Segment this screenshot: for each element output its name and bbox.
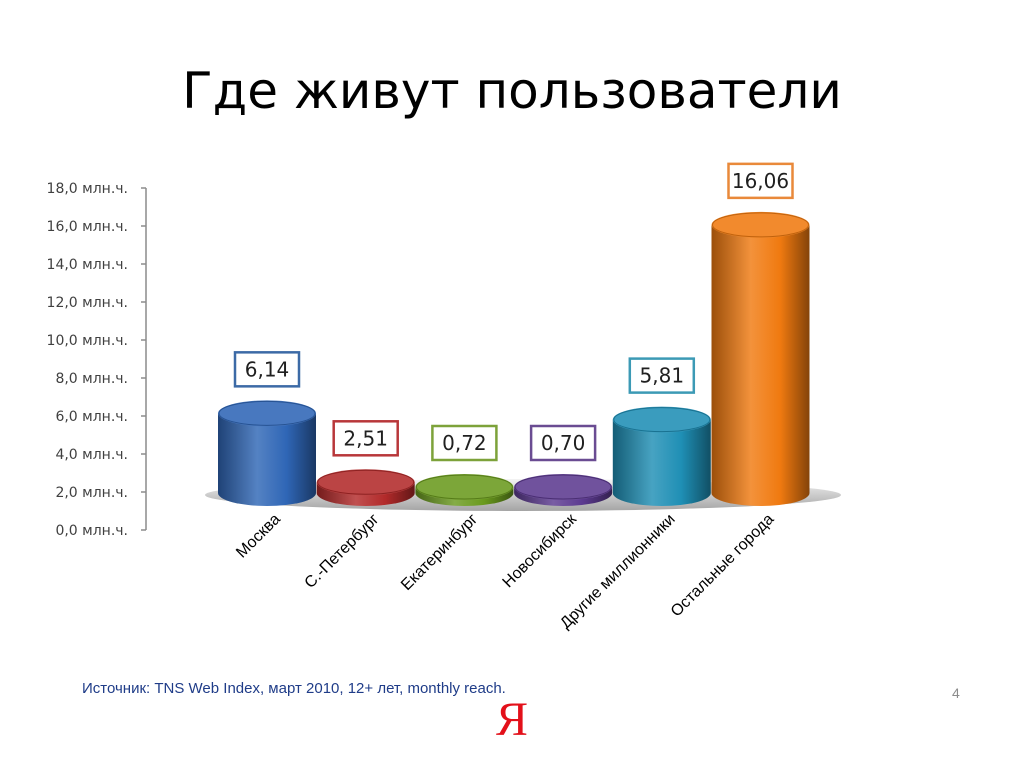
y-tick-label: 12,0 млн.ч. (47, 295, 128, 311)
value-label: 2,51 (343, 426, 388, 450)
bar-top-rim (317, 469, 415, 495)
bars (205, 211, 841, 511)
category-label: Новосибирск (500, 510, 581, 591)
category-label: Екатеринбург (398, 511, 481, 594)
value-label: 6,14 (245, 357, 290, 381)
bar-top (711, 211, 810, 238)
value-label-box (431, 424, 498, 462)
value-label-box (332, 420, 399, 457)
value-label-box (727, 162, 794, 200)
category-label: Остальные города (668, 511, 778, 621)
value-label: 5,81 (640, 364, 685, 388)
bar-top-rim (613, 407, 711, 433)
y-tick-label: 0,0 млн.ч. (55, 523, 128, 539)
bar (316, 469, 415, 506)
category-labels: Москва С.-Петербург Екатеринбург Новосибирс… (233, 510, 777, 632)
bar-body (218, 413, 316, 506)
y-tick-label: 16,0 млн.ч. (47, 219, 128, 235)
value-label-box (529, 424, 597, 462)
y-tick-label: 14,0 млн.ч. (47, 257, 128, 273)
bar-top (415, 474, 514, 500)
value-label: 0,72 (442, 431, 487, 455)
y-tick-label: 10,0 млн.ч. (47, 333, 128, 349)
bar-top (514, 474, 613, 500)
y-tick-label: 4,0 млн.ч. (55, 447, 128, 463)
yandex-logo: Я (496, 693, 529, 746)
bar-body (612, 419, 711, 506)
bar (711, 211, 810, 507)
y-tick-label: 18,0 млн.ч. (47, 181, 128, 197)
value-label: 0,70 (541, 431, 586, 455)
bar-top-rim (415, 474, 513, 500)
y-axis: 0,0 млн.ч. 2,0 млн.ч. 4,0 млн.ч. 6,0 млн.ч.… (47, 181, 147, 539)
y-tick-label: 8,0 млн.ч. (55, 371, 128, 387)
page-number: 4 (952, 685, 960, 701)
category-label: Москва (233, 511, 284, 562)
bar (514, 474, 613, 506)
bar-body (711, 224, 810, 507)
value-labels: 6,14 2,51 0,72 0,70 5,81 16,06 (233, 162, 794, 462)
source-note: Источник: TNS Web Index, март 2010, 12+ … (82, 680, 506, 697)
y-tick-label: 2,0 млн.ч. (55, 485, 128, 501)
bar-top-rim (712, 212, 809, 238)
bar-top (316, 469, 415, 496)
bar-top-rim (218, 400, 316, 426)
category-label: Другие миллионники (557, 511, 678, 632)
bar (612, 406, 711, 506)
bar (415, 474, 514, 506)
slide-title: Где живут пользователи (182, 62, 842, 120)
value-label-box (628, 357, 696, 394)
value-label: 16,06 (732, 169, 789, 193)
bar-top (612, 406, 711, 433)
value-label-box (233, 351, 301, 388)
y-tick-label: 6,0 млн.ч. (55, 409, 128, 425)
bar (218, 400, 316, 506)
bar-top (218, 400, 316, 427)
bar-top-rim (514, 474, 612, 500)
category-label: С.-Петербург (302, 511, 383, 592)
